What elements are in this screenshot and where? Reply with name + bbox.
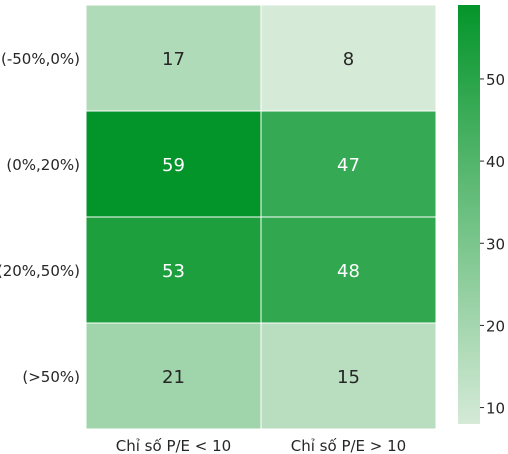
x-tick-label: Chỉ số P/E < 10 [116,437,231,454]
heatmap-cell [260,322,437,430]
cell-value-label: 59 [162,155,185,176]
cell-value-label: 17 [162,49,185,70]
cell-value-label: 53 [162,261,185,282]
cell-value-label: 15 [337,367,360,388]
colorbar-tick-label: 10 [486,400,505,418]
y-tick-label: (-50%,0%) [1,50,80,68]
colorbar-tick-label: 40 [486,153,505,171]
heatmap-cell [85,322,262,430]
x-tick-labels: Chỉ số P/E < 10 Chỉ số P/E > 10 [116,437,406,454]
colorbar-tick-label: 20 [486,317,505,335]
colorbar-gradient [458,5,480,424]
cell-value-label: 21 [162,367,185,388]
cell-value-label: 47 [337,155,360,176]
cell-value-label: 48 [337,261,360,282]
heatmap-cell [260,4,437,112]
y-tick-labels: (-50%,0%) (0%,20%) (20%,50%) (>50%) [0,50,80,386]
colorbar: 10 20 30 40 50 [458,5,505,424]
y-tick-label: (20%,50%) [0,262,80,280]
heatmap-cell [85,216,262,324]
x-tick-label: Chỉ số P/E > 10 [291,437,406,454]
heatmap-cell [260,216,437,324]
heatmap-cell [85,4,262,112]
heatmap-cell [260,110,437,218]
colorbar-tick-label: 50 [486,71,505,89]
y-tick-label: (0%,20%) [6,156,80,174]
heatmap-cells: 17 8 59 47 53 48 21 15 [85,4,437,430]
cell-value-label: 8 [343,49,354,70]
colorbar-tick-label: 30 [486,235,505,253]
heatmap-cell [85,110,262,218]
y-tick-label: (>50%) [22,368,80,386]
